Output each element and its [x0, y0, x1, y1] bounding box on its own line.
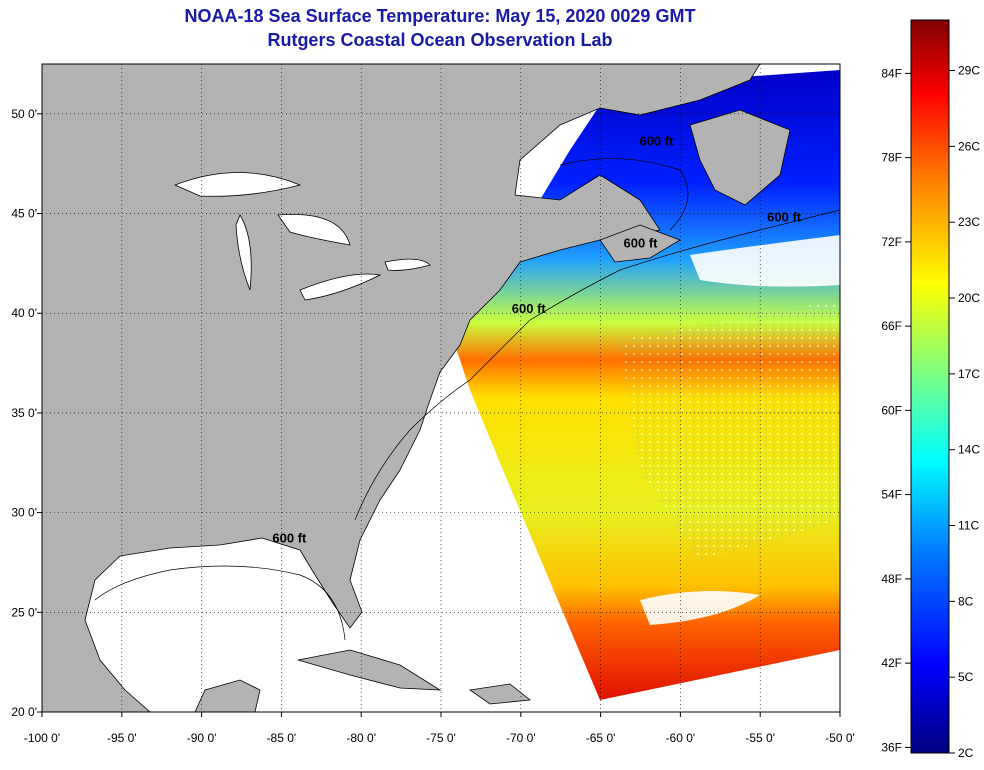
- colorbar-celsius-label: 23C: [958, 215, 980, 229]
- lat-tick-label: 50 0': [11, 107, 37, 121]
- land-north-america: [42, 64, 761, 712]
- lon-tick-label: -70 0': [506, 731, 536, 745]
- colorbar-fahrenheit-label: 36F: [881, 740, 902, 754]
- map-subtitle: Rutgers Coastal Ocean Observation Lab: [267, 30, 613, 50]
- land-cuba: [297, 649, 442, 691]
- lon-tick-label: -60 0': [666, 731, 696, 745]
- lon-tick-label: -55 0': [745, 731, 775, 745]
- contour-label: 600 ft: [639, 134, 674, 149]
- lon-tick-label: -85 0': [267, 731, 297, 745]
- contour-label: 600 ft: [512, 301, 547, 316]
- colorbar-celsius-label: 14C: [958, 443, 980, 457]
- lat-tick-label: 20 0': [11, 705, 37, 719]
- map-title: NOAA-18 Sea Surface Temperature: May 15,…: [184, 6, 696, 26]
- colorbar-celsius-label: 11C: [958, 519, 979, 533]
- latitude-axis: 20 0' 25 0' 30 0' 35 0' 40 0' 45 0' 50 0': [11, 107, 42, 719]
- colorbar-celsius-label: 2C: [958, 746, 974, 760]
- colorbar-fahrenheit-label: 54F: [881, 488, 902, 502]
- lat-tick-label: 40 0': [11, 306, 37, 320]
- lat-tick-label: 30 0': [11, 506, 37, 520]
- lat-tick-label: 45 0': [11, 207, 37, 221]
- colorbar-fahrenheit-label: 42F: [881, 656, 902, 670]
- colorbar-fahrenheit-labels: 84F 78F 72F 66F 60F 54F 48F 42F 36F: [881, 66, 911, 754]
- sst-speckle-area: [620, 300, 840, 560]
- lon-tick-label: -90 0': [187, 731, 217, 745]
- colorbar-celsius-label: 20C: [958, 291, 980, 305]
- longitude-axis: -100 0' -95 0' -90 0' -85 0' -80 0' -75 0' -70…: [24, 712, 855, 745]
- lat-tick-label: 25 0': [11, 605, 37, 619]
- great-lakes: [173, 172, 431, 301]
- land-newfoundland: [689, 109, 791, 206]
- colorbar-celsius-label: 17C: [958, 367, 980, 381]
- land-nova-scotia: [599, 224, 681, 263]
- contour-label: 600 ft: [624, 235, 659, 250]
- lon-tick-label: -80 0': [346, 731, 376, 745]
- lon-tick-label: -65 0': [586, 731, 616, 745]
- lat-tick-label: 35 0': [11, 406, 37, 420]
- colorbar-celsius-label: 5C: [958, 670, 974, 684]
- lon-tick-label: -95 0': [107, 731, 137, 745]
- colorbar-celsius-label: 8C: [958, 594, 974, 608]
- colorbar-fahrenheit-label: 72F: [881, 235, 902, 249]
- colorbar-fahrenheit-label: 84F: [881, 66, 902, 80]
- cloud-gaps: [640, 235, 840, 625]
- colorbar-celsius-label: 29C: [958, 64, 980, 78]
- lon-tick-label: -75 0': [426, 731, 456, 745]
- colorbar-fahrenheit-label: 66F: [881, 319, 902, 333]
- land-yucatan: [194, 679, 261, 712]
- colorbar-fahrenheit-label: 78F: [881, 151, 902, 165]
- colorbar-celsius-labels: 29C 26C 23C 20C 17C 14C 11C 8C 5C 2C: [949, 64, 980, 760]
- colorbar-celsius-label: 26C: [958, 139, 980, 153]
- contour-label: 600 ft: [767, 210, 802, 225]
- depth-contours: [94, 158, 840, 641]
- lon-tick-label: -50 0': [825, 731, 855, 745]
- colorbar: [910, 19, 950, 754]
- colorbar-fahrenheit-label: 60F: [881, 403, 902, 417]
- lon-tick-label: -100 0': [24, 731, 60, 745]
- contour-label: 600 ft: [272, 531, 307, 546]
- contour-labels: 600 ft 600 ft 600 ft 600 ft 600 ft: [272, 134, 801, 546]
- colorbar-fahrenheit-label: 48F: [881, 572, 902, 586]
- land-hispaniola: [468, 683, 532, 705]
